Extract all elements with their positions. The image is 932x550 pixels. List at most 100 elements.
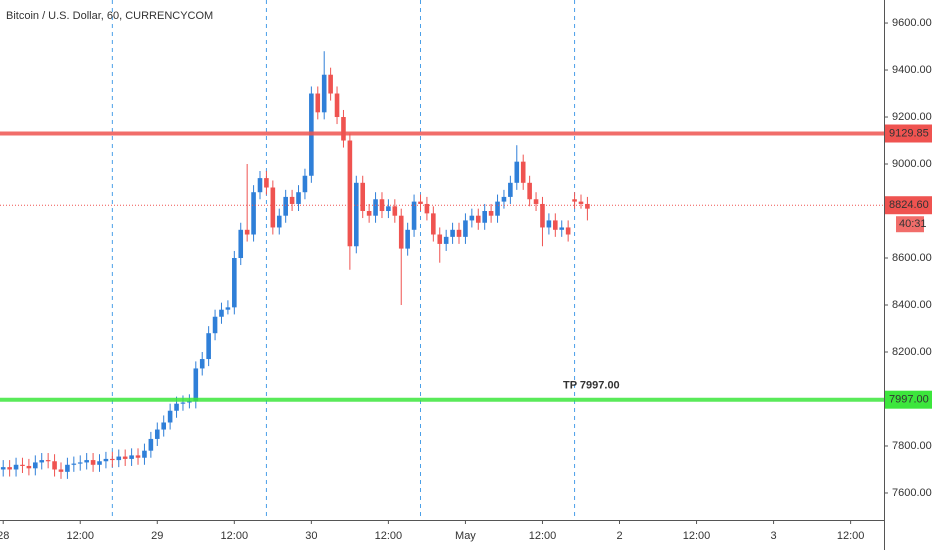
candle-body (129, 455, 134, 459)
y-tick-label: 8200.00 (892, 346, 932, 358)
x-tick-label: 2 (616, 530, 622, 542)
candle-body (289, 196, 295, 204)
candle-body (58, 469, 64, 472)
candle-body (154, 429, 160, 439)
candle-body (103, 458, 109, 462)
y-tick-label: 9000.00 (892, 158, 932, 170)
candle-body (334, 93, 340, 118)
y-tick-label: 9400.00 (892, 64, 932, 76)
candle-body (540, 203, 545, 228)
candle-body (148, 438, 154, 451)
candle-body (90, 460, 96, 465)
candle-body (199, 359, 205, 369)
candle-body (572, 199, 577, 202)
candle-body (77, 462, 83, 464)
candle-body (424, 203, 430, 214)
candle-body (508, 182, 513, 197)
candle-body (257, 178, 263, 193)
candle-body (495, 201, 500, 216)
candle-body (463, 220, 468, 237)
x-tick-label: 28 (0, 530, 9, 542)
candle-body (264, 178, 269, 188)
candle-body (546, 220, 552, 228)
candle-body (251, 192, 256, 235)
candle-body (244, 229, 250, 235)
candle-body (450, 229, 455, 237)
countdown-label: 40:31 (899, 218, 927, 230)
candle-body (161, 422, 167, 430)
candle-body (232, 258, 237, 308)
candle-body (431, 213, 436, 235)
candle-body (45, 460, 51, 462)
candle-body (20, 464, 25, 466)
y-tick-label: 7600.00 (892, 487, 932, 499)
countdown-box (896, 216, 924, 233)
y-tick-label: 7800.00 (892, 440, 932, 452)
candle-body (97, 461, 102, 465)
candle-body (302, 175, 308, 193)
level-label-box (885, 390, 932, 409)
x-tick-label: 3 (771, 530, 777, 542)
candle-body (167, 410, 173, 423)
candle-body (283, 196, 288, 216)
candle-body (553, 220, 558, 230)
candle-body (296, 192, 301, 204)
candle-body (411, 201, 417, 230)
candle-body (142, 450, 147, 458)
candle-body (39, 460, 45, 463)
candle-body (187, 401, 192, 403)
candle-body (321, 74, 327, 113)
candle-body (533, 199, 539, 204)
annotation: TP 7997.00 (563, 380, 620, 392)
candle-body (225, 307, 231, 310)
candle-body (418, 201, 423, 204)
candle-body (443, 236, 449, 244)
x-tick-label: 12:00 (375, 530, 403, 542)
candle-body (347, 140, 353, 247)
candle-body (212, 316, 218, 334)
candle-body (276, 215, 282, 228)
last-price-box (885, 196, 932, 215)
last-price-label: 8824.60 (889, 199, 929, 211)
candle-body (315, 93, 321, 113)
candle-body (206, 333, 211, 360)
x-tick-label: 12:00 (683, 530, 711, 542)
x-tick-label: 12:00 (529, 530, 557, 542)
candle-body (405, 229, 410, 249)
x-tick-label: 12:00 (837, 530, 865, 542)
candle-body (71, 463, 77, 465)
candle-body (469, 215, 475, 221)
level-label: 9129.85 (889, 127, 929, 139)
candle-body (328, 74, 333, 94)
candle-body (116, 456, 122, 461)
candle-body (578, 201, 584, 204)
y-tick-label: 8600.00 (892, 252, 932, 264)
candle-body (135, 455, 141, 458)
candle-body (84, 460, 89, 463)
y-tick-label: 8400.00 (892, 299, 932, 311)
level-label-box (885, 124, 932, 143)
candle-body (219, 309, 224, 317)
candle-body (110, 458, 115, 461)
candle-body (520, 161, 526, 183)
candle-body (33, 462, 38, 469)
candle-body (456, 229, 462, 237)
candle-body (392, 206, 398, 216)
candle-body (65, 464, 70, 472)
candle-body (565, 227, 571, 235)
chart-title: Bitcoin / U.S. Dollar, 60, CURRENCYCOM (6, 10, 213, 22)
candle-body (353, 182, 359, 247)
candle-body (0, 467, 6, 470)
candle-body (360, 182, 366, 212)
y-tick-label: 9600.00 (892, 17, 932, 29)
candle-body (437, 234, 443, 244)
candle-body (398, 215, 404, 249)
candle-body (270, 187, 276, 228)
candle-body (386, 206, 391, 212)
candle-body (7, 467, 12, 470)
candle-body (475, 215, 481, 223)
candle-body (501, 196, 507, 202)
candle-body (26, 465, 32, 469)
candle-body (488, 211, 494, 216)
